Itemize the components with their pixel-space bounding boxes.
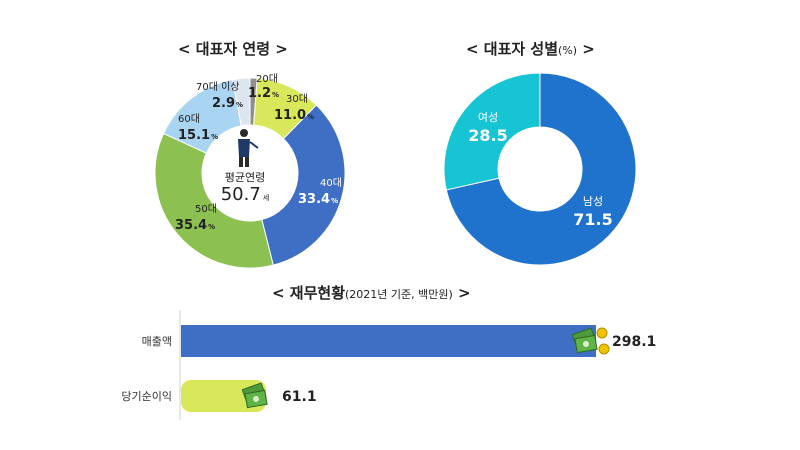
age-slice-value-2: 33.4% bbox=[298, 192, 338, 207]
age-slice-name-1: 30대 bbox=[286, 93, 308, 105]
age-slice-value-5: 2.9% bbox=[212, 96, 243, 111]
finance-bar-1 bbox=[181, 380, 267, 412]
gender-slice-1 bbox=[443, 72, 541, 191]
gender-slice-name-0: 남성 bbox=[583, 195, 603, 208]
gender-slice-name-1: 여성 bbox=[478, 111, 498, 124]
finance-value-1: 61.1 bbox=[282, 389, 317, 405]
finance-chart-title: < 재무현황(2021년 기준, 백만원) > bbox=[272, 284, 471, 302]
finance-bar-0 bbox=[181, 325, 596, 357]
age-chart-title: < 대표자 연령 > bbox=[178, 40, 288, 58]
gender-chart-title-unit: (%) bbox=[558, 44, 578, 57]
gender-chart-title: < 대표자 성별(%) > bbox=[466, 40, 595, 58]
age-slice-2 bbox=[261, 104, 346, 266]
money-icon-0 bbox=[571, 327, 610, 355]
age-slice-name-3: 50대 bbox=[195, 203, 217, 215]
finance-bars: 매출액 298.1 당기순이익 61.1 bbox=[121, 310, 656, 420]
finance-category-1: 당기순이익 bbox=[121, 390, 172, 403]
age-slice-name-0: 20대 bbox=[256, 73, 278, 85]
gender-labels: 남성 71.5 여성 28.5 bbox=[468, 111, 612, 229]
person-icon bbox=[238, 129, 259, 167]
gender-slice-0 bbox=[445, 72, 637, 266]
age-slice-name-4: 60대 bbox=[178, 113, 200, 125]
gender-donut bbox=[443, 72, 637, 266]
age-donut bbox=[154, 77, 346, 269]
finance-chart-title-unit: (2021년 기준, 백만원) bbox=[345, 288, 453, 301]
money-icon-1 bbox=[241, 382, 268, 409]
age-slice-5 bbox=[232, 77, 251, 127]
age-slice-value-1: 11.0% bbox=[274, 108, 314, 123]
finance-value-0: 298.1 bbox=[612, 334, 656, 350]
age-slice-name-5: 70대 이상 bbox=[196, 81, 240, 93]
finance-category-0: 매출액 bbox=[142, 335, 172, 348]
gender-slice-value-0: 71.5 bbox=[573, 210, 612, 229]
gender-slice-value-1: 28.5 bbox=[468, 126, 507, 145]
age-slice-3 bbox=[154, 132, 274, 269]
age-slice-name-2: 40대 bbox=[320, 177, 342, 189]
age-slice-value-3: 35.4% bbox=[175, 218, 215, 233]
age-center-label: 평균연령 bbox=[225, 171, 265, 184]
age-center-value: 50.7 세 bbox=[221, 184, 270, 205]
age-slice-value-4: 15.1% bbox=[178, 128, 218, 143]
age-center: 평균연령 50.7 세 bbox=[221, 129, 270, 205]
age-slice-value-0: 1.2% bbox=[248, 86, 279, 101]
